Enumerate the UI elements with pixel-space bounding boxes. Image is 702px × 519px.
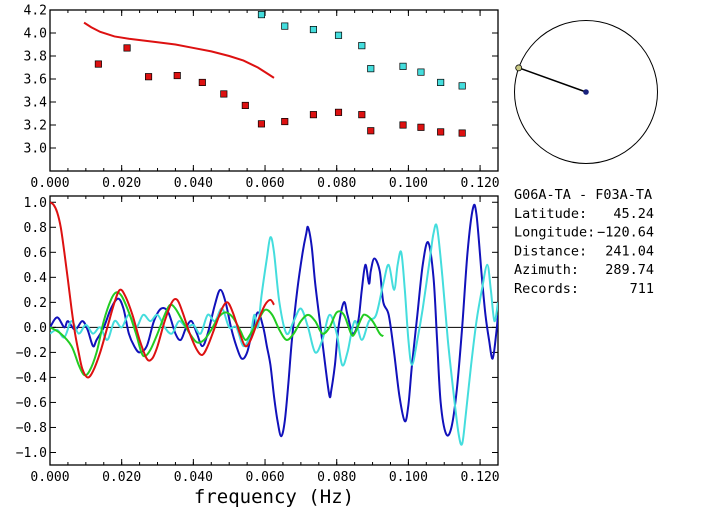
dispersion-point [94,60,102,68]
azimuth-inset [514,20,658,164]
dispersion-point [123,44,131,52]
correlation-plot-frame [49,195,499,466]
azimuth-circle [514,20,658,164]
correlation-x-tick-label: 0.120 [461,470,500,485]
dispersion-point [198,78,206,87]
dispersion-x-tick-label: 0.040 [174,176,213,191]
dispersion-point [220,90,228,98]
dispersion-point [257,120,266,128]
dispersion-point [417,123,425,131]
correlation-y-tick-label: −0.8 [16,421,47,436]
correlation-y-tick-label: 1.0 [24,196,47,211]
dispersion-x-tick-label: 0.080 [317,176,356,191]
correlation-ticks: 0.000 0.020 0.040 0.060 0.080 0.100 0.120 −1.0 −… [16,196,500,485]
correlation-y-tick-label: −0.4 [16,371,47,386]
station-pair-title: G06A-TA - F03A-TA [514,187,652,203]
dispersion-point [458,82,466,90]
correlation-x-tick-label: 0.080 [317,470,356,485]
correlation-y-tick-label: 0.6 [24,246,47,261]
info-value: −120.64 [597,225,654,241]
dispersion-x-tick-label: 0.120 [461,176,500,191]
x-axis-title: frequency (Hz) [194,486,354,508]
dispersion-point [281,117,289,126]
dispersion-x-tick-label: 0.060 [245,176,284,191]
correlation-y-tick-label: −1.0 [16,446,47,461]
dispersion-curve [83,21,275,79]
dispersion-point [334,31,343,39]
dispersion-point [399,121,407,129]
correlation-y-tick-label: 0.8 [24,221,47,236]
correlation-y-tick-label: −0.6 [16,396,47,411]
dispersion-point [241,101,249,110]
dispersion-point [309,111,317,119]
correlation-series-line [50,223,498,446]
dispersion-point [334,108,343,116]
azimuth-line [518,67,587,93]
dispersion-ticks: 0.000 0.020 0.040 0.060 0.080 0.100 0.120 3.0 3.… [24,4,500,192]
dispersion-x-tick-label: 0.100 [389,176,428,191]
info-label: Distance: [514,243,587,259]
dispersion-point [257,11,266,19]
correlation-data [50,201,498,446]
correlation-x-tick-label: 0.040 [174,470,213,485]
correlation-y-tick-label: 0.2 [24,296,47,311]
correlation-panel: 0.000 0.020 0.040 0.060 0.080 0.100 0.120 −1.0 −… [16,195,500,508]
dispersion-point [358,111,366,119]
dispersion-point [417,68,425,76]
dispersion-point [173,71,181,80]
dispersion-point [437,128,445,136]
dispersion-point [367,127,375,135]
info-value: 711 [630,281,654,297]
dispersion-point [309,26,317,34]
info-value: 241.04 [605,243,654,259]
dispersion-y-tick-label: 4.2 [24,4,47,19]
info-label: Longitude: [514,225,595,241]
info-value: 45.24 [613,206,654,222]
dispersion-x-tick-label: 0.000 [30,176,69,191]
dispersion-y-tick-label: 3.8 [24,50,47,65]
dispersion-y-tick-label: 3.0 [24,142,47,157]
dispersion-point [437,78,445,87]
dispersion-y-tick-label: 4.0 [24,27,47,42]
correlation-y-tick-label: 0.4 [24,271,48,286]
info-label: Latitude: [514,206,587,222]
correlation-series-line [50,291,384,377]
info-label: Azimuth: [514,262,579,278]
correlation-x-tick-label: 0.020 [102,470,141,485]
azimuth-center-dot [583,89,589,95]
correlation-series-line [50,203,498,438]
info-label: Records: [514,281,579,297]
dispersion-data [83,11,466,137]
dispersion-point [458,129,466,137]
dispersion-y-tick-label: 3.6 [24,73,47,88]
correlation-x-tick-label: 0.100 [389,470,428,485]
dispersion-panel: 0.000 0.020 0.040 0.060 0.080 0.100 0.120 3.0 3.… [24,4,500,192]
correlation-series-line [50,201,275,379]
dispersion-point [281,22,289,30]
station-info: G06A-TA - F03A-TA Latitude: 45.24 Longitud… [514,187,654,297]
correlation-y-tick-label: −0.2 [16,346,47,361]
correlation-x-tick-label: 0.000 [30,470,69,485]
dispersion-point [358,42,366,50]
dispersion-point [145,73,153,81]
dispersion-y-tick-label: 3.2 [24,119,47,134]
dispersion-point [367,65,375,73]
dispersion-x-tick-label: 0.020 [102,176,141,191]
azimuth-endpoint [515,64,523,72]
dispersion-y-tick-label: 3.4 [24,96,48,111]
dispersion-plot-frame [49,9,499,172]
info-value: 289.74 [605,262,654,278]
dispersion-point [399,62,407,70]
correlation-y-tick-label: 0.0 [24,321,47,336]
correlation-x-tick-label: 0.060 [245,470,284,485]
